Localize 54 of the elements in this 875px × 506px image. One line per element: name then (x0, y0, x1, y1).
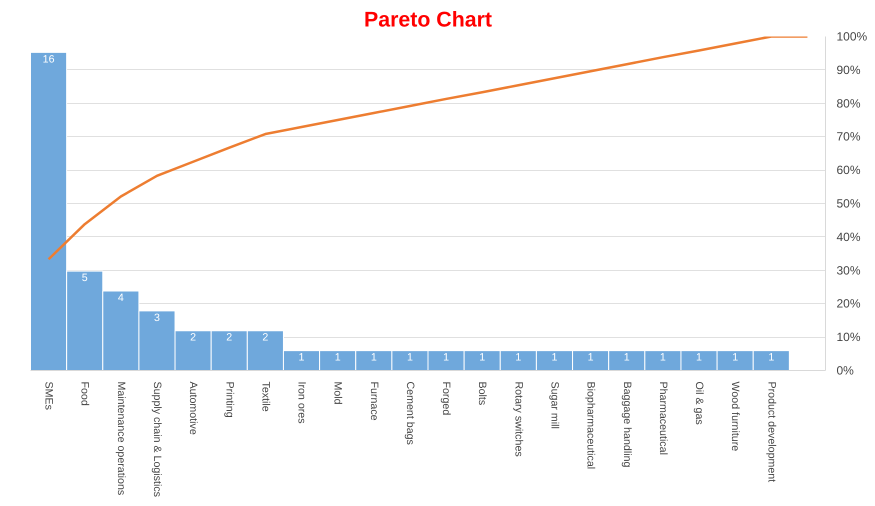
data-label: 1 (406, 352, 413, 364)
x-tick-label: Iron ores (296, 382, 308, 424)
data-label: 2 (262, 332, 268, 344)
x-tick-label: Biopharmaceutical (584, 382, 597, 470)
data-label: 1 (768, 352, 774, 364)
data-label: 1 (552, 352, 558, 364)
x-tick-label: Baggage handling (620, 382, 633, 468)
y2-tick-label: 80% (836, 96, 861, 110)
x-tick-label: Automotive (187, 382, 200, 435)
x-tick-label: Rotary switches (512, 382, 524, 457)
data-label: 1 (298, 352, 305, 364)
y2-tick-label: 20% (836, 296, 861, 311)
data-label: 1 (624, 352, 630, 364)
data-label: 16 (42, 53, 55, 66)
chart-title: Pareto Chart (364, 8, 492, 32)
x-tick-label: Food (78, 382, 91, 406)
data-label: 4 (118, 292, 124, 304)
data-label: 1 (660, 352, 666, 364)
x-tick-label: Cement bags (404, 382, 416, 445)
data-label: 1 (334, 352, 341, 364)
x-tick-label: Furnace (368, 382, 380, 421)
y2-tick-label: 60% (836, 163, 861, 178)
x-tick-label: Printing (223, 382, 236, 418)
data-label: 2 (190, 332, 196, 344)
data-label: 2 (226, 332, 232, 344)
data-label: 1 (515, 352, 522, 364)
data-label: 1 (443, 352, 450, 364)
x-tick-label: Product development (765, 382, 778, 482)
y2-tick-label: 30% (836, 263, 861, 278)
data-label: 1 (370, 352, 377, 364)
x-tick-label: Maintenance operations (114, 382, 127, 496)
y2-tick-label: 40% (836, 230, 861, 244)
data-label: 3 (154, 312, 160, 324)
x-tick-label: Oil & gas (693, 382, 706, 425)
y2-tick-label: 50% (836, 196, 861, 210)
y2-tick-label: 90% (836, 62, 861, 77)
data-label: 5 (82, 272, 88, 284)
y2-tick-label: 100% (836, 30, 868, 44)
y2-tick-label: 0% (836, 364, 854, 378)
x-tick-label: Sugar mill (548, 382, 560, 429)
data-label: 1 (588, 352, 594, 364)
data-label: 1 (479, 352, 486, 364)
x-tick-label: Bolts (476, 382, 488, 406)
data-label: 1 (696, 352, 702, 364)
data-label: 1 (732, 352, 738, 364)
y2-tick-label: 70% (836, 130, 861, 144)
x-tick-label: Wood furniture (729, 382, 742, 452)
x-tick-label: Pharmaceutical (656, 382, 669, 455)
x-tick-label: Textile (259, 382, 272, 412)
y2-tick-label: 10% (836, 330, 861, 344)
x-tick-label: Supply chain & Logistics (150, 382, 163, 498)
x-tick-label: Mold (332, 382, 344, 405)
x-tick-label: SMEs (42, 382, 55, 410)
x-tick-label: Forged (440, 382, 452, 416)
